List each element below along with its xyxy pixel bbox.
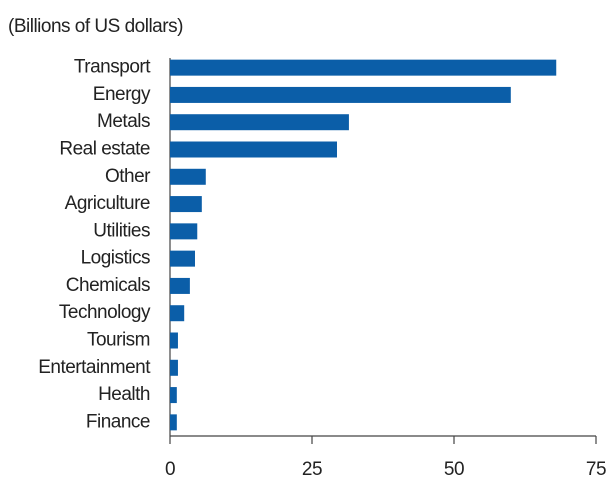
y-tick-label: Agriculture [65, 193, 150, 214]
y-tick-label: Chemicals [66, 275, 150, 296]
y-tick-label: Utilities [93, 220, 150, 241]
y-tick-label: Entertainment [38, 357, 151, 378]
bar [170, 223, 198, 240]
bar [170, 305, 185, 322]
y-tick-label: Logistics [81, 248, 150, 269]
y-tick-label: Health [98, 384, 150, 405]
chart-subtitle: (Billions of US dollars) [8, 16, 183, 37]
y-tick-label: Tourism [87, 330, 150, 351]
bar [170, 250, 195, 267]
y-tick-label: Technology [59, 302, 151, 323]
x-tick-label: 0 [165, 459, 175, 480]
y-tick-label: Finance [86, 411, 150, 432]
bar [170, 414, 177, 431]
y-tick-label: Transport [74, 57, 151, 78]
bar [170, 359, 178, 376]
bar [170, 196, 202, 213]
y-tick-label: Other [105, 166, 151, 187]
bar [170, 332, 178, 349]
x-tick-label: 25 [302, 459, 322, 480]
x-tick-label: 75 [586, 459, 606, 480]
bar [170, 86, 511, 103]
bar [170, 277, 190, 294]
y-tick-label: Metals [97, 111, 150, 132]
bar [170, 168, 206, 185]
bar [170, 141, 337, 158]
x-tick-label: 50 [444, 459, 464, 480]
bar [170, 387, 177, 404]
bar [170, 59, 557, 76]
y-tick-label: Energy [93, 84, 151, 105]
bar [170, 114, 349, 131]
y-tick-label: Real estate [59, 139, 150, 160]
